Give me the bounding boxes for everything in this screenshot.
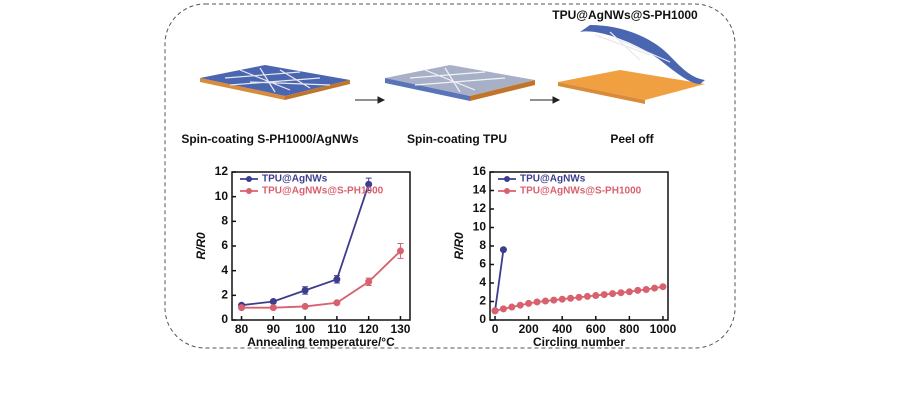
- point: [365, 180, 373, 188]
- y-tick-label: 2: [221, 288, 228, 302]
- series-line: [241, 250, 402, 309]
- point: [269, 298, 277, 305]
- y-tick-label: 2: [479, 294, 486, 308]
- point: [575, 293, 583, 301]
- y-tick-label: 8: [479, 238, 486, 252]
- legend-label: TPU@AgNWs@S-PH1000: [262, 186, 384, 197]
- point: [365, 278, 373, 286]
- x-tick-label: 110: [327, 322, 347, 336]
- legend-marker: [504, 188, 510, 194]
- point: [269, 304, 277, 312]
- x-tick-label: 600: [586, 322, 606, 336]
- step-label: Spin-coating TPU: [407, 132, 507, 146]
- legend-label: TPU@AgNWs@S-PH1000: [520, 186, 642, 197]
- y-tick-label: 4: [221, 263, 228, 277]
- point: [642, 285, 650, 293]
- step1-illustration: [200, 65, 350, 100]
- step3-illustration: [558, 25, 705, 104]
- step-label: Spin-coating S-PH1000/AgNWs: [181, 132, 359, 146]
- y-tick-label: 0: [221, 312, 228, 326]
- point: [558, 295, 566, 303]
- y-tick-label: 6: [479, 257, 486, 271]
- point: [550, 296, 558, 304]
- step-label: Peel off: [610, 132, 654, 146]
- y-tick-label: 6: [221, 238, 228, 252]
- point: [651, 284, 659, 292]
- point: [600, 291, 608, 299]
- x-tick-label: 120: [359, 322, 379, 336]
- point: [508, 303, 516, 311]
- point: [238, 304, 246, 312]
- point: [583, 292, 591, 300]
- point: [333, 275, 341, 283]
- y-tick-label: 14: [473, 183, 487, 197]
- x-tick-label: 80: [235, 322, 249, 336]
- point: [499, 305, 507, 313]
- x-tick-label: 1000: [650, 322, 677, 336]
- x-axis-label: Annealing temperature/°C: [247, 335, 395, 349]
- legend-marker: [504, 176, 510, 182]
- point: [541, 297, 549, 305]
- x-tick-label: 90: [267, 322, 281, 336]
- step2-illustration: [385, 65, 535, 101]
- y-tick-label: 0: [479, 312, 486, 326]
- x-tick-label: 130: [390, 322, 410, 336]
- legend-label: TPU@AgNWs: [262, 174, 328, 185]
- x-tick-label: 0: [492, 322, 499, 336]
- y-tick-label: 10: [215, 189, 229, 203]
- point: [533, 298, 541, 306]
- point: [609, 290, 617, 298]
- y-tick-label: 8: [221, 214, 228, 228]
- point: [659, 283, 667, 291]
- legend-marker: [246, 176, 252, 182]
- x-tick-label: 800: [619, 322, 639, 336]
- point: [301, 286, 309, 294]
- point: [516, 301, 524, 309]
- y-axis-label: R/R0: [194, 232, 208, 260]
- point: [396, 247, 404, 255]
- legend-label: TPU@AgNWs: [520, 174, 586, 185]
- point: [333, 299, 341, 307]
- y-tick-label: 10: [473, 220, 487, 234]
- x-axis-label: Circling number: [533, 335, 625, 349]
- x-tick-label: 200: [519, 322, 539, 336]
- point: [499, 246, 507, 254]
- dashed-frame: [164, 3, 736, 349]
- product-label: TPU@AgNWs@S-PH1000: [552, 8, 698, 22]
- series-line: [494, 249, 505, 311]
- point: [491, 307, 499, 315]
- point: [301, 302, 309, 310]
- y-tick-label: 4: [479, 275, 486, 289]
- y-axis-label: R/R0: [452, 232, 466, 260]
- point: [617, 289, 625, 297]
- y-tick-label: 12: [473, 201, 487, 215]
- point: [634, 286, 642, 294]
- y-tick-label: 12: [215, 164, 229, 178]
- legend-marker: [246, 188, 252, 194]
- y-tick-label: 16: [473, 164, 487, 178]
- point: [525, 299, 533, 307]
- point: [592, 291, 600, 299]
- x-tick-label: 100: [295, 322, 315, 336]
- arrows: [355, 96, 561, 104]
- point: [567, 294, 575, 302]
- point: [625, 288, 633, 296]
- x-tick-label: 400: [552, 322, 572, 336]
